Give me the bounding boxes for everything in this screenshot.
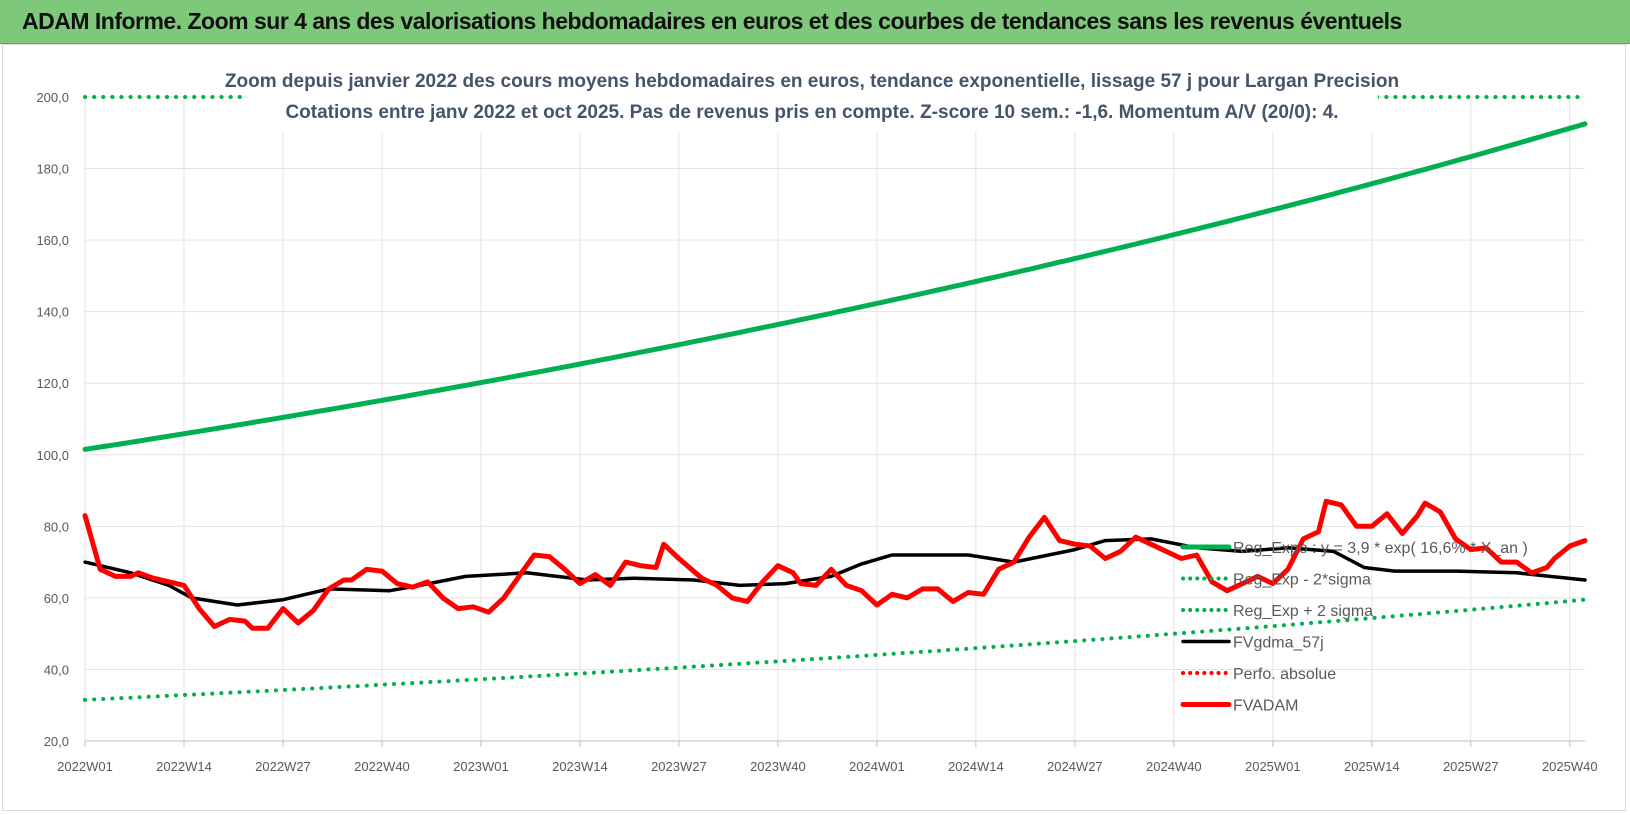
header-banner: ADAM Informe. Zoom sur 4 ans des valoris… xyxy=(0,0,1630,44)
legend-label-fvgdma-57j: FVgdma_57j xyxy=(1233,635,1324,652)
x-axis: 2022W01 2022W14 2022W27 2022W40 2023W01 2023W… xyxy=(57,740,1598,774)
x-tick-label: 2023W01 xyxy=(453,759,509,774)
x-tick-label: 2023W40 xyxy=(750,759,806,774)
y-tick-label: 120,0 xyxy=(36,376,69,391)
series-fvgdma-57j-line xyxy=(83,537,1587,607)
y-tick-label: 60,0 xyxy=(44,591,69,606)
legend: Reg_Expo : y = 3,9 * exp( 16,6% * X_an )… xyxy=(1180,540,1528,715)
legend-label-reg-exp-2-sigma: Reg_Exp - 2*sigma xyxy=(1233,572,1371,589)
chart-title: Zoom depuis janvier 2022 des cours moyen… xyxy=(225,71,1399,92)
series-fvadam-line xyxy=(82,498,1588,631)
x-tick-label: 2024W01 xyxy=(849,759,905,774)
y-tick-label: 200,0 xyxy=(36,90,69,105)
x-tick-label: 2023W27 xyxy=(651,759,707,774)
x-tick-label: 2024W14 xyxy=(948,759,1004,774)
y-tick-label: 140,0 xyxy=(36,305,69,320)
x-tick-label: 2025W40 xyxy=(1542,759,1598,774)
y-axis: 20,0 40,0 60,0 80,0 100,0 120,0 140,0 160,0 180,… xyxy=(36,90,69,749)
x-tick-label: 2024W40 xyxy=(1146,759,1202,774)
x-tick-label: 2022W40 xyxy=(354,759,410,774)
y-tick-label: 160,0 xyxy=(36,233,69,248)
x-tick-label: 2025W01 xyxy=(1245,759,1301,774)
y-tick-label: 80,0 xyxy=(44,519,69,534)
y-tick-label: 20,0 xyxy=(44,734,69,749)
page-title: ADAM Informe. Zoom sur 4 ans des valoris… xyxy=(22,8,1402,34)
x-tick-label: 2022W14 xyxy=(156,759,212,774)
y-tick-label: 40,0 xyxy=(44,662,69,677)
title-backdrop xyxy=(248,60,1376,132)
legend-label-reg-expo-y-3-9-exp-16-6-x-an: Reg_Expo : y = 3,9 * exp( 16,6% * X_an ) xyxy=(1233,540,1528,557)
y-tick-label: 100,0 xyxy=(36,448,69,463)
chart-frame xyxy=(2,44,1626,811)
legend-label-fvadam: FVADAM xyxy=(1233,698,1298,715)
series-reg-expo-y-3-9-exp-16-6-x-an-line xyxy=(82,121,1588,452)
grid-lines xyxy=(84,96,1585,742)
x-tick-label: 2022W27 xyxy=(255,759,311,774)
x-tick-label: 2025W14 xyxy=(1344,759,1400,774)
x-tick-label: 2023W14 xyxy=(552,759,608,774)
series-group xyxy=(82,95,1588,702)
x-tick-label: 2025W27 xyxy=(1443,759,1499,774)
y-tick-label: 180,0 xyxy=(36,162,69,177)
chart-subtitle: Cotations entre janv 2022 et oct 2025. P… xyxy=(285,102,1338,123)
x-tick-label: 2024W27 xyxy=(1047,759,1103,774)
legend-label-perfo-absolue: Perfo. absolue xyxy=(1233,666,1336,683)
x-tick-label: 2022W01 xyxy=(57,759,113,774)
legend-label-reg-exp-2-sigma: Reg_Exp + 2 sigma xyxy=(1233,603,1373,620)
